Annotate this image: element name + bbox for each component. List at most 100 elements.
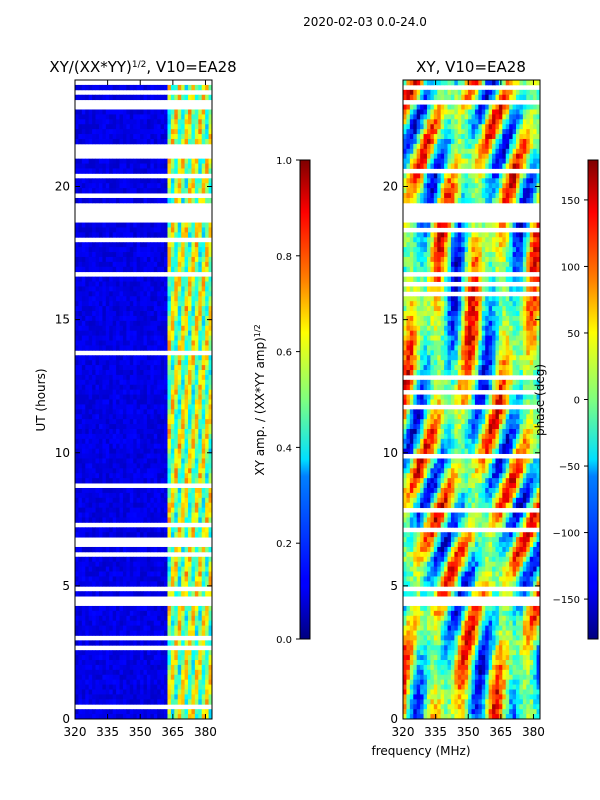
heatmap-cell xyxy=(157,227,162,233)
heatmap-cell xyxy=(150,620,155,627)
heatmap-cell xyxy=(98,532,103,538)
heatmap-cell xyxy=(98,365,103,371)
heatmap-cell xyxy=(98,256,103,263)
heatmap-cell xyxy=(194,197,199,204)
heatmap-cell xyxy=(160,389,165,395)
heatmap-cell xyxy=(116,370,120,376)
heatmap-cell xyxy=(109,168,114,174)
heatmap-cell xyxy=(403,143,407,150)
heatmap-cell xyxy=(95,129,100,135)
heatmap-cell xyxy=(194,394,199,400)
heatmap-cell xyxy=(88,84,93,91)
heatmap-cell xyxy=(136,502,141,509)
heatmap-cell xyxy=(98,138,103,145)
heatmap-cell xyxy=(146,365,151,371)
heatmap-cell xyxy=(208,301,213,307)
heatmap-cell xyxy=(126,709,131,715)
heatmap-cell xyxy=(160,129,165,135)
heatmap-cell xyxy=(167,605,172,612)
heatmap-cell xyxy=(126,232,131,238)
heatmap-cell xyxy=(522,94,527,101)
heatmap-cell xyxy=(75,502,79,509)
heatmap-cell xyxy=(75,124,79,130)
heatmap-cell xyxy=(194,389,199,395)
heatmap-cell xyxy=(174,478,179,484)
heatmap-cell xyxy=(174,630,179,636)
heatmap-cell xyxy=(492,148,496,155)
heatmap-cell xyxy=(116,389,120,395)
heatmap-cell xyxy=(205,463,209,469)
heatmap-cell xyxy=(181,242,185,248)
heatmap-cell xyxy=(433,129,438,135)
heatmap-cell xyxy=(81,360,86,366)
heatmap-cell xyxy=(75,443,79,450)
heatmap-cell xyxy=(153,605,158,612)
heatmap-cell xyxy=(188,497,192,504)
heatmap-cell xyxy=(102,276,107,282)
heatmap-cell xyxy=(116,468,120,474)
heatmap-cell xyxy=(122,178,127,184)
heatmap-cell xyxy=(78,222,83,228)
heatmap-cell xyxy=(205,138,209,145)
heatmap-cell xyxy=(133,114,138,120)
heatmap-cell xyxy=(208,399,213,405)
heatmap-cell xyxy=(150,158,155,164)
heatmap-cell xyxy=(140,655,144,661)
heatmap-cell xyxy=(188,261,192,268)
heatmap-cell xyxy=(519,158,524,164)
heatmap-cell xyxy=(140,384,144,391)
heatmap-cell xyxy=(133,325,138,332)
heatmap-cell xyxy=(136,674,141,681)
heatmap-cell xyxy=(119,84,124,91)
heatmap-cell xyxy=(208,620,213,627)
heatmap-cell xyxy=(184,129,189,135)
heatmap-cell xyxy=(164,394,168,400)
heatmap-cell xyxy=(81,178,86,184)
heatmap-cell xyxy=(105,453,110,459)
x-tick-label: 350 xyxy=(129,725,152,739)
heatmap-cell xyxy=(184,355,189,361)
heatmap-cell xyxy=(98,512,103,518)
heatmap-cell xyxy=(153,709,158,715)
heatmap-cell xyxy=(146,556,151,563)
heatmap-cell xyxy=(205,409,209,415)
heatmap-cell xyxy=(75,714,79,720)
heatmap-cell xyxy=(105,605,110,612)
heatmap-cell xyxy=(102,163,107,169)
heatmap-cell xyxy=(160,478,165,484)
heatmap-cell xyxy=(481,178,486,184)
heatmap-cell xyxy=(481,148,486,155)
heatmap-cell xyxy=(170,306,175,312)
heatmap-cell xyxy=(75,384,79,391)
heatmap-cell xyxy=(409,94,414,101)
heatmap-cell xyxy=(170,497,175,504)
heatmap-cell xyxy=(208,84,213,91)
heatmap-cell xyxy=(208,443,213,450)
heatmap-cell xyxy=(143,114,148,120)
heatmap-cell xyxy=(112,714,117,720)
heatmap-cell xyxy=(88,458,93,464)
heatmap-cell xyxy=(146,699,151,705)
heatmap-cell xyxy=(461,114,466,120)
heatmap-cell xyxy=(430,153,435,160)
heatmap-cell xyxy=(188,517,192,523)
heatmap-cell xyxy=(457,178,462,184)
heatmap-cell xyxy=(167,119,172,125)
heatmap-cell xyxy=(208,242,213,248)
heatmap-cell xyxy=(208,581,213,587)
heatmap-cell xyxy=(140,714,144,720)
heatmap-cell xyxy=(122,527,127,533)
heatmap-cell xyxy=(181,424,185,430)
heatmap-cell xyxy=(116,232,120,238)
heatmap-cell xyxy=(188,232,192,238)
heatmap-cell xyxy=(208,517,213,523)
heatmap-cell xyxy=(430,178,435,184)
heatmap-cell xyxy=(174,345,179,351)
heatmap-cell xyxy=(205,694,209,700)
heatmap-cell xyxy=(116,561,120,568)
heatmap-cell xyxy=(191,158,196,164)
heatmap-cell xyxy=(150,404,155,410)
heatmap-cell xyxy=(533,188,537,194)
heatmap-cell xyxy=(122,419,127,425)
heatmap-cell xyxy=(194,276,199,282)
